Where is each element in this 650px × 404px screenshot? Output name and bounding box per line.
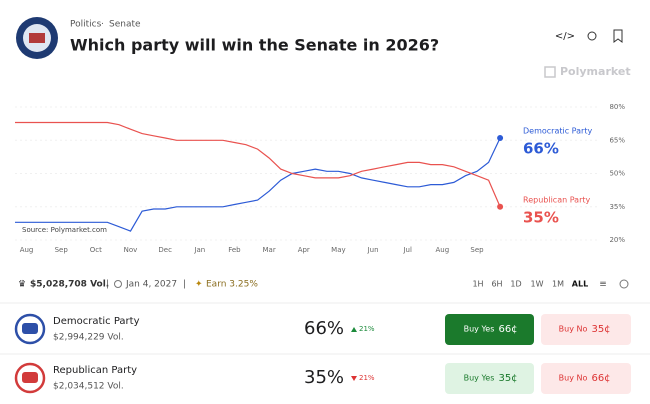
end-date: Jan 4, 2027 (125, 280, 177, 290)
range-button[interactable]: 1M (552, 280, 564, 289)
outcome-name: Democratic Party (53, 316, 140, 327)
outcome-icon-figure (22, 372, 38, 383)
x-tick-label: Nov (124, 246, 138, 254)
x-tick-label: Dec (158, 246, 172, 254)
series-value-label: 66% (523, 140, 559, 158)
earn-icon: ✦ (195, 280, 203, 290)
brand-logo (544, 66, 556, 78)
link-icon[interactable] (587, 31, 597, 41)
range-button[interactable]: 6H (491, 280, 502, 289)
breadcrumb[interactable]: Politics (70, 20, 102, 30)
buy-no-label[interactable]: Buy No (559, 325, 588, 334)
outcome-volume: $2,994,229 Vol. (53, 333, 124, 343)
buy-yes-label[interactable]: Buy Yes (464, 325, 495, 334)
series-name: Democratic Party (523, 127, 592, 136)
outcome-chance: 66% (304, 318, 344, 339)
buy-no-button[interactable] (541, 363, 631, 394)
breadcrumb[interactable]: Senate (109, 20, 141, 30)
outcome-change: 21% (359, 325, 375, 333)
outcome-change: 21% (359, 374, 375, 382)
x-tick-label: Jul (402, 246, 412, 254)
x-tick-label: Aug (436, 246, 450, 254)
y-tick-label: 20% (609, 236, 625, 244)
x-tick-label: Apr (298, 246, 310, 254)
x-tick-label: May (331, 246, 345, 254)
end-dot (497, 203, 504, 210)
buy-no-price[interactable]: 66¢ (591, 373, 610, 384)
change-arrow (351, 327, 357, 332)
y-tick-label: 80% (609, 103, 625, 111)
buy-no-label[interactable]: Buy No (559, 374, 588, 383)
brand-name: Polymarket (560, 65, 631, 78)
end-dot (497, 135, 504, 142)
y-tick-label: 35% (609, 203, 625, 211)
range-button[interactable]: 1H (472, 280, 483, 289)
trophy-icon: ♛ (18, 280, 26, 290)
outcome-icon-figure (22, 323, 38, 334)
range-button[interactable]: 1D (510, 280, 521, 289)
series-value-label: 35% (523, 208, 559, 226)
buy-no-price[interactable]: 35¢ (591, 324, 610, 335)
divider: | (106, 280, 109, 290)
x-tick-label: Feb (228, 246, 241, 254)
x-tick-label: Jun (367, 246, 379, 254)
x-tick-label: Oct (90, 246, 102, 254)
chart: 20% 35% 50% 65% 80% Aug Sep Oct Nov Dec Jan Feb Mar A… (15, 103, 625, 254)
settings-icon[interactable]: ≡ (599, 280, 607, 290)
x-tick-label: Aug (20, 246, 34, 254)
buy-yes-label[interactable]: Buy Yes (464, 374, 495, 383)
range-button[interactable]: ALL (572, 280, 588, 289)
series-line (15, 137, 501, 232)
buy-yes-button[interactable] (445, 314, 534, 345)
embed-icon[interactable]: </> (555, 31, 575, 42)
buy-yes-price[interactable]: 35¢ (498, 373, 517, 384)
series-line (15, 121, 501, 208)
chart-source: Source: Polymarket.com (22, 226, 107, 234)
x-tick-label: Sep (470, 246, 484, 254)
x-tick-label: Sep (55, 246, 69, 254)
outcome-name: Republican Party (53, 365, 137, 376)
total-volume: $5,028,708 Vol. (30, 280, 109, 290)
clock-icon (114, 280, 122, 288)
gear-icon[interactable] (619, 279, 629, 289)
series-name: Republican Party (523, 195, 591, 204)
change-arrow (351, 376, 357, 381)
earn-rate: Earn 3.25% (206, 280, 258, 290)
y-tick-label: 50% (609, 170, 625, 178)
y-tick-label: 65% (609, 136, 625, 144)
outcome-chance: 35% (304, 367, 344, 388)
range-button[interactable]: 1W (531, 280, 544, 289)
breadcrumb-sep: · (101, 20, 104, 30)
buy-yes-button[interactable] (445, 363, 534, 394)
buy-yes-price[interactable]: 66¢ (498, 324, 517, 335)
x-tick-label: Jan (193, 246, 205, 254)
divider: | (183, 280, 186, 290)
market-icon-flag (29, 33, 45, 43)
buy-no-button[interactable] (541, 314, 631, 345)
bookmark-icon[interactable] (613, 29, 623, 43)
outcome-volume: $2,034,512 Vol. (53, 382, 124, 392)
market-title: Which party will win the Senate in 2026? (70, 36, 439, 55)
x-tick-label: Mar (262, 246, 275, 254)
